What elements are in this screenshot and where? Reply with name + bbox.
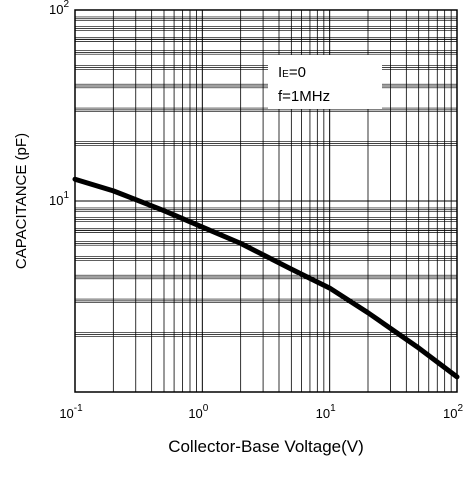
x-tick-exponent: 2 <box>457 403 463 414</box>
annotation-equals: =0 <box>289 64 306 81</box>
y-tick-base: 10 <box>49 2 63 17</box>
y-tick-label: 101 <box>49 190 69 208</box>
annotation-line-1: IE=0 <box>278 64 306 81</box>
x-tick-base: 10 <box>188 406 202 421</box>
x-tick-base: 10 <box>59 406 73 421</box>
x-tick-base: 10 <box>316 406 330 421</box>
annotation-i: I <box>278 64 282 81</box>
x-tick-exponent: -1 <box>74 403 83 414</box>
y-tick-exponent: 2 <box>63 0 69 10</box>
x-tick-base: 10 <box>443 406 457 421</box>
x-tick-label: 102 <box>443 403 463 421</box>
y-tick-base: 10 <box>49 193 63 208</box>
x-tick-labels: 10-1 100 101 102 <box>59 403 463 421</box>
x-tick-label: 10-1 <box>59 403 83 421</box>
x-tick-label: 101 <box>316 403 336 421</box>
x-tick-exponent: 0 <box>203 403 209 414</box>
annotation-subscript-e: E <box>282 69 289 80</box>
series-line <box>72 176 460 380</box>
plot-frame <box>74 9 458 393</box>
annotation-line-2: f=1MHz <box>278 88 330 105</box>
x-tick-label: 100 <box>188 403 208 421</box>
y-tick-exponent: 1 <box>63 190 69 201</box>
y-tick-label: 102 <box>49 0 69 17</box>
x-tick-exponent: 1 <box>330 403 336 414</box>
x-axis-label: Collector-Base Voltage(V) <box>168 437 364 456</box>
y-axis-label: CAPACITANCE (pF) <box>13 133 30 269</box>
annotation-box <box>268 55 382 109</box>
